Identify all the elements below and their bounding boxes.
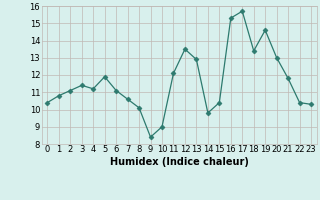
X-axis label: Humidex (Indice chaleur): Humidex (Indice chaleur) bbox=[110, 157, 249, 167]
